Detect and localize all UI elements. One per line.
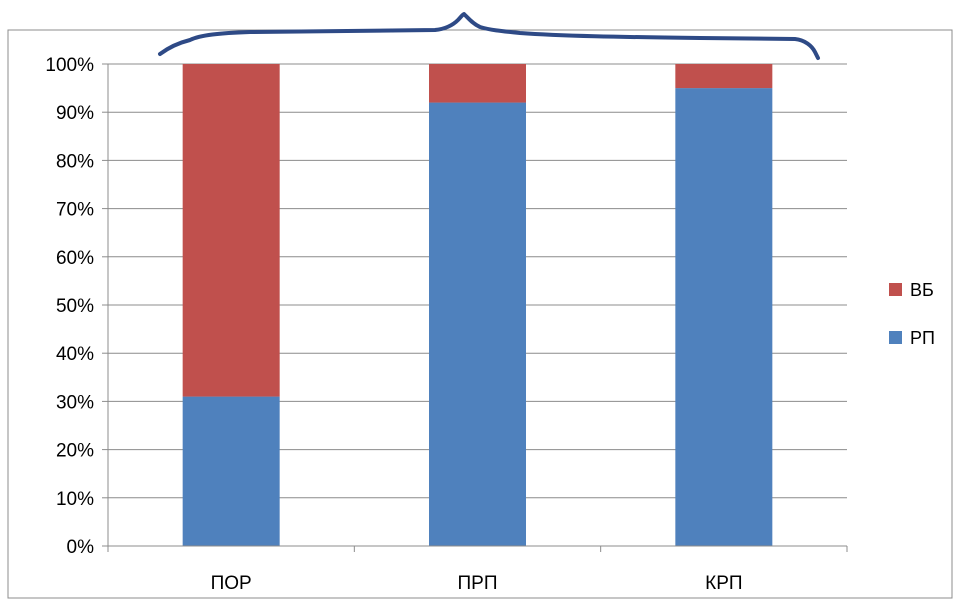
bar-segment-ПРП-ВБ [429, 64, 526, 103]
legend: ВБ РП [889, 280, 935, 348]
y-tick-label: 90% [56, 103, 94, 124]
legend-swatch-ВБ [889, 283, 902, 296]
chart-frame [7, 29, 953, 599]
y-tick-label: 50% [56, 296, 94, 317]
legend-label-ВБ: ВБ [910, 280, 934, 300]
bar-segment-КРП-ВБ [675, 64, 773, 89]
y-tick-label: 10% [56, 489, 94, 510]
x-tick-label: ПРП [458, 573, 498, 594]
bar-segment-ПОР-РП [182, 396, 280, 546]
y-tick-label: 30% [56, 392, 94, 413]
y-tick-label: 20% [56, 441, 94, 462]
x-tick-label: ПОР [211, 573, 252, 594]
x-tick-label: КРП [705, 573, 742, 594]
y-tick-label: 100% [45, 55, 94, 76]
y-tick-label: 40% [56, 344, 94, 365]
y-tick-label: 0% [67, 537, 95, 558]
annotation [158, 12, 820, 60]
bar-segment-ПОР-ВБ [182, 64, 280, 397]
y-tick-label: 70% [56, 200, 94, 221]
hand-drawn-brace-annotation [158, 12, 820, 60]
bars [182, 64, 773, 546]
axes: 0% 10% 20% 30% 40% 50% 60% 70% 80% 90% 100% ПОР ПРП К… [45, 55, 848, 594]
legend-swatch-РП [889, 331, 902, 344]
bar-segment-ПРП-РП [429, 102, 526, 546]
legend-label-РП: РП [910, 328, 935, 348]
y-tick-label: 60% [56, 248, 94, 269]
y-tick-label: 80% [56, 151, 94, 172]
bar-segment-КРП-РП [675, 88, 773, 546]
